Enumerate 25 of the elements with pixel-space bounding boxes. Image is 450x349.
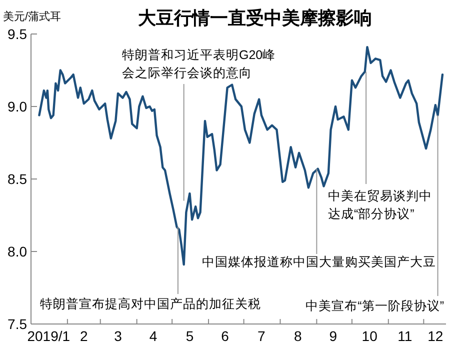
annotation: 特朗普和习近平表明G20峰会之际举行会谈的意向 bbox=[122, 47, 276, 80]
annotation: 特朗普宣布提高对中国产品的加征关税 bbox=[40, 296, 261, 311]
x-tick-label: 8 bbox=[294, 328, 302, 344]
y-tick-label: 9.0 bbox=[8, 98, 28, 114]
y-tick-label: 9.5 bbox=[8, 26, 28, 42]
x-tick-label: 9 bbox=[329, 328, 338, 344]
x-tick-label: 7 bbox=[258, 328, 266, 344]
x-tick-label: 11 bbox=[398, 328, 412, 344]
annotation: 中美宣布“第一阶段协议” bbox=[306, 298, 444, 313]
y-tick-label: 8.0 bbox=[8, 243, 28, 260]
x-tick-label: 5 bbox=[186, 328, 194, 344]
x-tick-label: 2019/1 bbox=[27, 328, 70, 344]
x-tick-label: 10 bbox=[362, 328, 378, 344]
x-tick-label: 2 bbox=[80, 328, 88, 344]
x-tick-label: 6 bbox=[221, 328, 230, 344]
annotation: 中国媒体报道称中国大量购买美国产大豆 bbox=[202, 254, 436, 269]
chart-title: 大豆行情一直受中美摩擦影响 bbox=[137, 8, 372, 28]
x-tick-label: 12 bbox=[428, 328, 444, 344]
annotation: 中美在贸易谈判中达成“部分协议” bbox=[328, 188, 432, 221]
y-axis-title: 美元/蒲式耳 bbox=[3, 10, 62, 23]
line-series bbox=[38, 46, 444, 266]
x-tick-label: 3 bbox=[114, 328, 122, 344]
y-tick-label: 8.5 bbox=[8, 170, 28, 187]
x-tick-label: 4 bbox=[149, 328, 158, 344]
y-tick-label: 7.5 bbox=[8, 316, 28, 332]
